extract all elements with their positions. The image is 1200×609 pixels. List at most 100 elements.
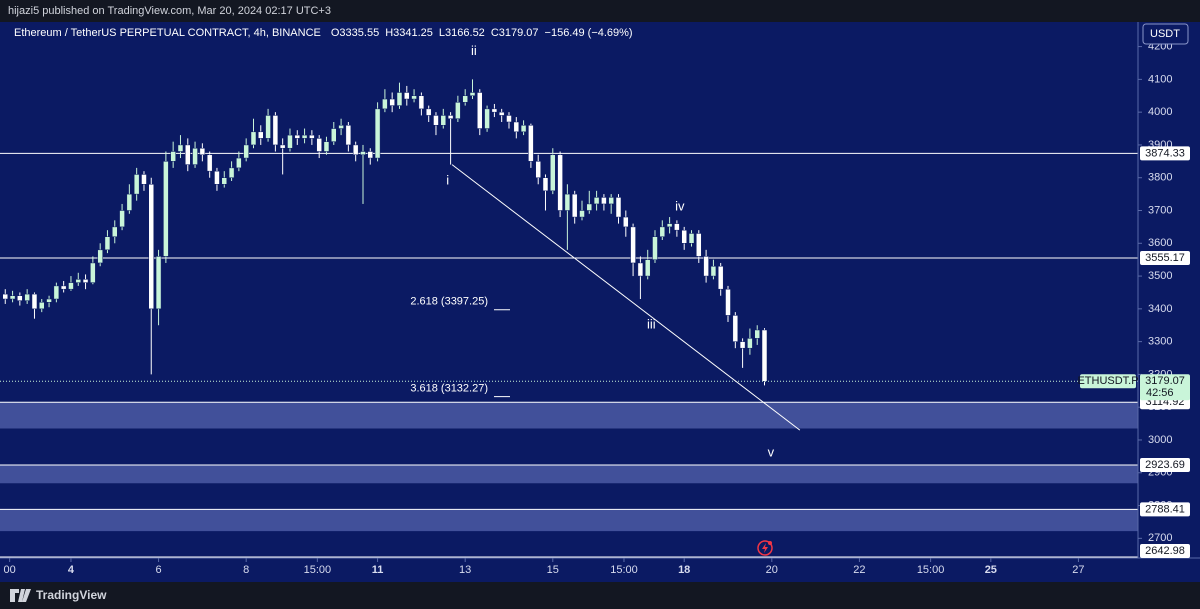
candle-body <box>214 170 220 185</box>
x-tick-label: 20 <box>766 564 778 576</box>
x-tick-label: 15 <box>547 564 559 576</box>
candle-body <box>411 95 417 100</box>
x-tick-label: 00 <box>4 564 16 576</box>
candle-body <box>68 282 74 290</box>
currency-button[interactable] <box>1142 23 1189 45</box>
level-label-box <box>1140 146 1190 161</box>
candle-body <box>112 226 118 237</box>
candle-body <box>177 144 184 152</box>
candle-body <box>148 184 155 310</box>
wave-label: iii <box>647 317 656 332</box>
candle-body <box>221 177 228 185</box>
y-tick-label: 3300 <box>1148 336 1172 348</box>
candle-body <box>586 203 593 211</box>
x-tick-label: 11 <box>372 564 384 576</box>
wave-label: iv <box>675 199 685 214</box>
trend-line <box>451 164 801 431</box>
candle-body <box>24 293 30 301</box>
candle-body <box>732 315 739 342</box>
level-label: 2642.98 <box>1145 545 1185 557</box>
candle-body <box>623 216 629 228</box>
candle-body <box>761 329 768 382</box>
last-price-label: 3179.07 <box>1145 375 1185 387</box>
candle-body <box>528 125 534 162</box>
candle-body <box>462 95 468 103</box>
y-tick-label: 4000 <box>1148 106 1172 118</box>
candle-body <box>53 285 60 300</box>
brand-logo <box>10 589 31 602</box>
candle-body <box>440 115 447 126</box>
candle-body <box>287 134 293 149</box>
candle-body <box>601 197 607 205</box>
candle-body <box>688 233 695 244</box>
candle-body <box>579 210 585 218</box>
candle-body <box>338 125 344 129</box>
candle-body <box>185 144 191 165</box>
alert-icon[interactable] <box>757 540 773 556</box>
fib-label: 3.618 (3132.27) <box>410 383 488 395</box>
y-tick-label: 3700 <box>1148 204 1172 216</box>
candle-body <box>433 115 439 126</box>
candle-body <box>60 285 67 290</box>
ohlc-legend-item: O3335.55 <box>331 27 379 39</box>
candle-body <box>17 295 23 301</box>
candle-body <box>126 193 133 211</box>
candle-body <box>404 92 410 100</box>
candle-body <box>316 138 322 152</box>
candle-body <box>513 121 520 133</box>
candle-body <box>696 233 702 257</box>
candle-body <box>360 151 366 156</box>
candle-body <box>659 226 666 237</box>
x-tick-label: 22 <box>853 564 865 576</box>
candle-body <box>571 193 578 218</box>
level-label: 3555.17 <box>1145 252 1185 264</box>
candle-body <box>747 338 753 349</box>
candle-body <box>243 144 249 159</box>
candle-body <box>550 154 556 192</box>
candle-body <box>75 279 82 283</box>
candle-body <box>119 210 125 228</box>
candle-body <box>498 111 505 116</box>
candle-body <box>104 236 111 251</box>
candle-body <box>97 249 103 264</box>
x-tick-label: 25 <box>985 564 997 576</box>
zone <box>0 464 1138 484</box>
candle-body <box>90 262 96 283</box>
candle-body <box>593 197 600 205</box>
candle-body <box>520 125 527 133</box>
y-tick-label: 2700 <box>1148 532 1172 544</box>
candle-body <box>535 161 541 178</box>
currency-label[interactable]: USDT <box>1150 28 1180 40</box>
candle-body <box>615 197 622 218</box>
zone <box>0 509 1138 532</box>
candle-body <box>265 115 271 139</box>
wave-label: v <box>768 445 775 460</box>
y-tick-label: 3800 <box>1148 172 1172 184</box>
candle-body <box>484 108 490 129</box>
x-tick-label: 15:00 <box>304 564 332 576</box>
candle-body <box>352 144 359 156</box>
x-tick-label: 4 <box>68 564 75 576</box>
level-label: 3874.33 <box>1145 147 1185 159</box>
candle-body <box>637 262 644 277</box>
candle-body <box>141 174 147 185</box>
level-label: 2788.41 <box>1145 503 1185 515</box>
candle-body <box>258 131 264 139</box>
wave-label: ii <box>471 43 477 58</box>
candle-body <box>725 288 731 316</box>
y-tick-label: 3000 <box>1148 434 1172 446</box>
fib-label: 2.618 (3397.25) <box>410 296 488 308</box>
candle-body <box>447 115 454 119</box>
candle-body <box>374 108 381 159</box>
ohlc-legend-item: C3179.07 <box>491 27 539 39</box>
candle-body <box>31 293 38 310</box>
last-price-box <box>1140 374 1190 401</box>
candle-body <box>506 115 512 123</box>
level-label: 2923.69 <box>1145 459 1185 471</box>
ticker-label: ETHUSDT.P <box>1077 375 1138 387</box>
symbol-title: Ethereum / TetherUS PERPETUAL CONTRACT, … <box>14 27 321 39</box>
ohlc-legend-item: L3166.52 <box>439 27 485 39</box>
x-tick-label: 27 <box>1072 564 1084 576</box>
candle-body <box>250 131 257 146</box>
